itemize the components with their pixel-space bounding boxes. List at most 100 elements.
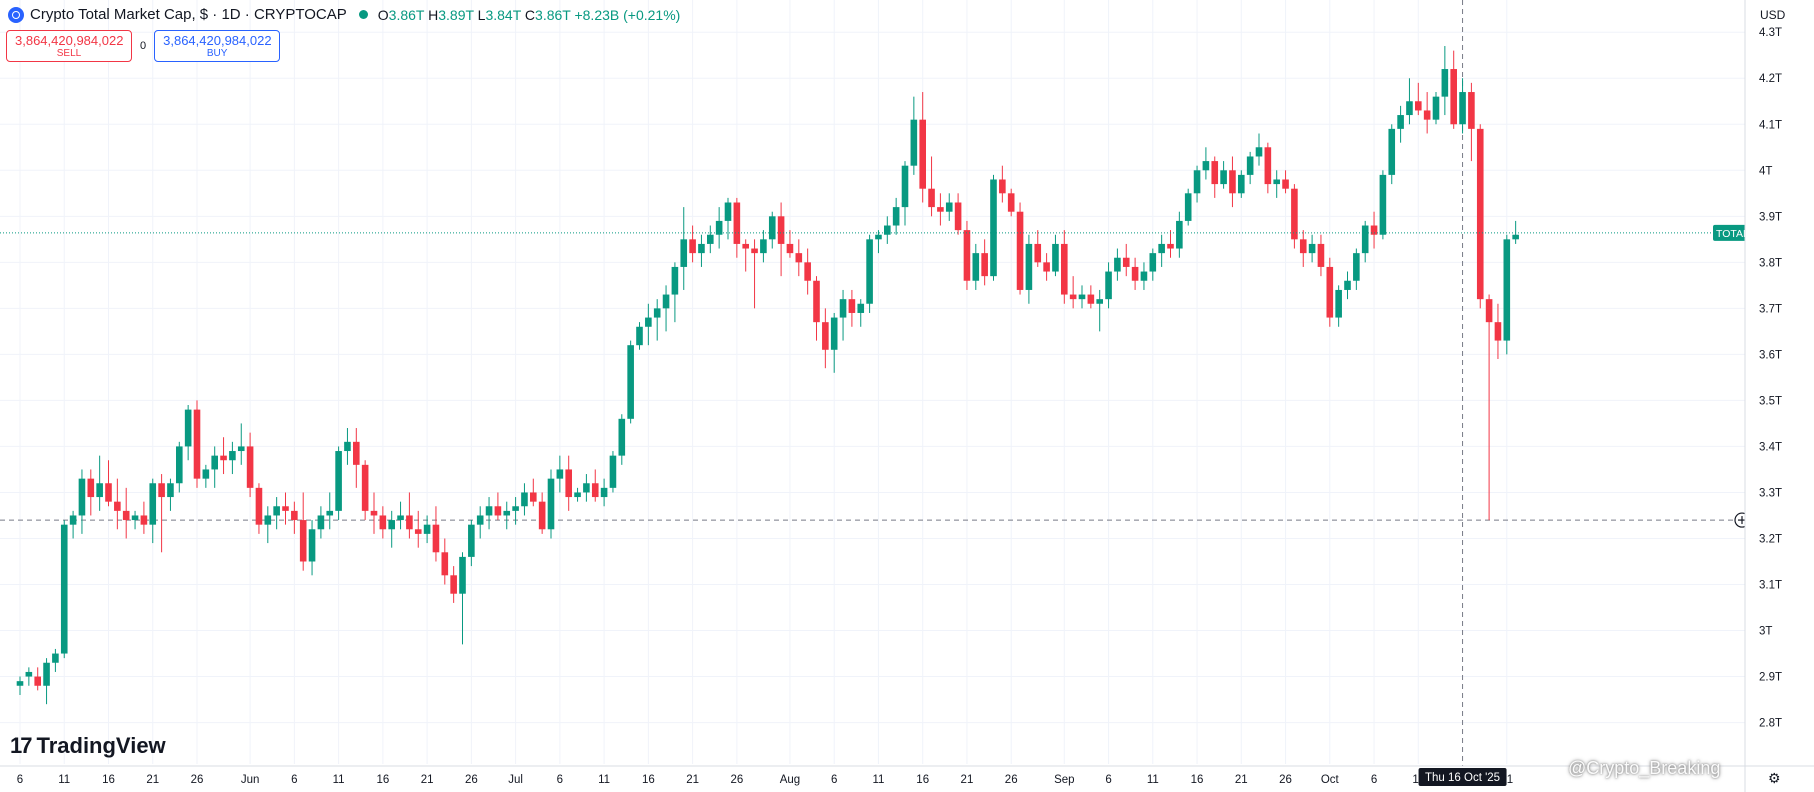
settings-gear-icon[interactable]: ⚙ — [1768, 770, 1781, 786]
candle-body — [583, 483, 590, 493]
buy-price: 3,864,420,984,022 — [163, 33, 272, 48]
candle-body — [167, 483, 174, 498]
candle-body — [866, 239, 873, 304]
candle-body — [60, 524, 68, 654]
candle-body — [388, 520, 395, 530]
candle-body — [379, 515, 387, 530]
candle-body — [910, 119, 918, 166]
candle-body — [1238, 174, 1245, 194]
candle-body — [1317, 243, 1325, 267]
sell-button[interactable]: 3,864,420,984,022 SELL — [6, 30, 132, 62]
candle-body — [1211, 161, 1219, 185]
time-axis[interactable]: 6 11 16 21 26 Jun 6 11 16 21 26 Jul 6 11 16 21 26 Aug 6 11 1… — [0, 765, 1814, 786]
candle-body — [69, 515, 77, 525]
candle-body — [176, 446, 183, 484]
candle-body — [246, 446, 254, 488]
time-tick-label: Jul — [508, 774, 523, 786]
candle-body — [724, 202, 732, 221]
time-tick-label: 11 — [872, 774, 884, 786]
candle-body — [1176, 220, 1183, 249]
candle-body — [892, 207, 900, 226]
brand-name: TradingView — [36, 733, 166, 758]
sell-price: 3,864,420,984,022 — [15, 33, 124, 48]
candle-body — [1308, 243, 1316, 254]
time-tick-label: 11 — [1412, 774, 1424, 786]
candle-body — [627, 345, 634, 419]
candle-body — [184, 409, 192, 447]
candle-body — [574, 492, 581, 498]
price-tick-label: 3.5T — [1759, 395, 1782, 407]
price-axis[interactable]: 2.8T 2.9T 3T 3.1T 3.2T 3.3T 3.4T 3.5T 3.6T 3.7T 3.… — [1744, 0, 1814, 792]
candle-body — [1468, 92, 1475, 129]
candle-body — [114, 501, 121, 511]
candle-body — [1344, 280, 1351, 290]
close-value: 3.86T — [535, 6, 571, 23]
candle-body — [1441, 69, 1449, 97]
candle-body — [919, 119, 926, 189]
candle-body — [264, 515, 272, 525]
candle-body — [202, 469, 210, 479]
candle-body — [273, 506, 280, 516]
price-tick-label: 3.2T — [1759, 533, 1782, 545]
candle-body — [131, 515, 139, 521]
candle-body — [1361, 225, 1369, 254]
candle-body — [229, 451, 236, 461]
chart-legend: Crypto Total Market Cap, $ · 1D · CRYPTO… — [8, 6, 680, 23]
candle-body — [1379, 174, 1387, 235]
candle-body — [503, 510, 511, 516]
candle-body — [521, 492, 528, 507]
candle-body — [1397, 115, 1404, 129]
candle-body — [1167, 243, 1174, 249]
candle-body — [875, 234, 882, 240]
price-tick-label: 3.3T — [1759, 487, 1782, 499]
open-value: 3.86T — [388, 6, 425, 23]
low-value: 3.84T — [485, 6, 522, 23]
candle-body — [715, 220, 723, 235]
candle-body — [1140, 271, 1148, 281]
price-tick-label: 2.9T — [1759, 672, 1782, 684]
time-tick-label: 26 — [465, 774, 478, 786]
price-tick-label: 3.9T — [1759, 211, 1782, 223]
candle-body — [344, 441, 351, 452]
symbol-title[interactable]: Crypto Total Market Cap, $ · 1D · CRYPTO… — [30, 6, 347, 23]
candle-body — [193, 409, 201, 479]
candle-body — [1432, 96, 1440, 120]
candle-body — [937, 207, 944, 212]
candle-body — [1512, 234, 1519, 240]
candle-body — [1220, 170, 1227, 185]
close-label: C — [524, 6, 536, 23]
time-tick-label: 11 — [58, 774, 70, 786]
candle-body — [459, 556, 466, 594]
candle-body — [1406, 101, 1413, 116]
candles[interactable] — [16, 46, 1519, 705]
candle-body — [1025, 243, 1033, 290]
candle-body — [1122, 257, 1130, 267]
candle-body — [317, 515, 325, 530]
candle-body — [476, 515, 484, 525]
price-tick-label: 3.1T — [1759, 580, 1782, 592]
candle-body — [1069, 294, 1077, 300]
candle-body — [1096, 299, 1103, 304]
candle-body — [538, 501, 546, 530]
candle-body — [1078, 294, 1086, 300]
candle-body — [653, 308, 661, 318]
candle-body — [512, 506, 519, 511]
candle-body — [830, 317, 838, 350]
currency-selector[interactable]: USD — [1760, 8, 1786, 22]
candle-body — [689, 239, 696, 254]
candle-body — [556, 469, 564, 479]
buy-button[interactable]: 3,864,420,984,022 BUY — [154, 30, 281, 62]
price-tick-label: 3.4T — [1759, 441, 1782, 453]
time-tick-label: 26 — [191, 774, 204, 786]
candle-body — [282, 506, 289, 511]
candle-body — [158, 483, 165, 498]
candle-body — [671, 266, 679, 295]
candle-body — [848, 299, 856, 313]
candle-body — [237, 446, 245, 452]
candle-body — [1415, 101, 1422, 111]
candle-body — [397, 515, 404, 521]
time-tick-label: 26 — [730, 774, 743, 786]
candle-body — [945, 202, 953, 212]
time-tick-label: 21 — [421, 774, 434, 786]
